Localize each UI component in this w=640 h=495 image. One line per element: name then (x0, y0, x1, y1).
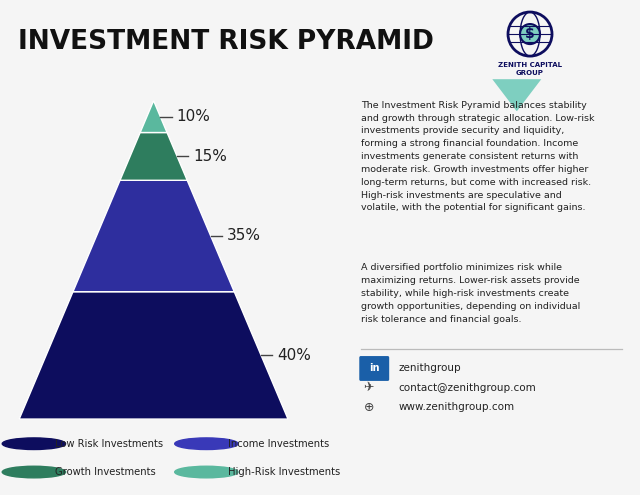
Text: www.zenithgroup.com: www.zenithgroup.com (399, 402, 515, 412)
Text: 15%: 15% (193, 149, 227, 164)
Text: in: in (369, 363, 380, 373)
Text: 35%: 35% (227, 229, 260, 244)
Polygon shape (120, 133, 188, 180)
Text: Income Investments: Income Investments (228, 439, 329, 449)
Text: High-Risk Investments: High-Risk Investments (228, 467, 340, 477)
Text: $: $ (525, 27, 535, 41)
FancyBboxPatch shape (359, 356, 389, 381)
Polygon shape (19, 292, 288, 419)
Text: zenithgroup: zenithgroup (399, 363, 461, 373)
Circle shape (175, 438, 238, 449)
Polygon shape (73, 180, 234, 292)
Text: Low Risk Investments: Low Risk Investments (55, 439, 163, 449)
Text: 10%: 10% (177, 109, 210, 124)
Text: A diversified portfolio minimizes risk while
maximizing returns. Lower-risk asse: A diversified portfolio minimizes risk w… (361, 263, 580, 324)
Circle shape (2, 438, 66, 449)
Text: The Investment Risk Pyramid balances stability
and growth through strategic allo: The Investment Risk Pyramid balances sta… (361, 100, 594, 212)
Text: ✈: ✈ (364, 381, 374, 394)
Circle shape (520, 24, 540, 44)
Circle shape (175, 466, 238, 478)
Polygon shape (140, 100, 167, 133)
Text: INVESTMENT RISK PYRAMID: INVESTMENT RISK PYRAMID (18, 29, 434, 55)
Text: ZENITH CAPITAL
GROUP: ZENITH CAPITAL GROUP (498, 62, 562, 76)
Text: ⊕: ⊕ (364, 401, 374, 414)
Text: 40%: 40% (277, 348, 311, 363)
Circle shape (2, 466, 66, 478)
Text: Growth Investments: Growth Investments (55, 467, 156, 477)
Polygon shape (492, 79, 541, 111)
Text: contact@zenithgroup.com: contact@zenithgroup.com (399, 383, 536, 393)
